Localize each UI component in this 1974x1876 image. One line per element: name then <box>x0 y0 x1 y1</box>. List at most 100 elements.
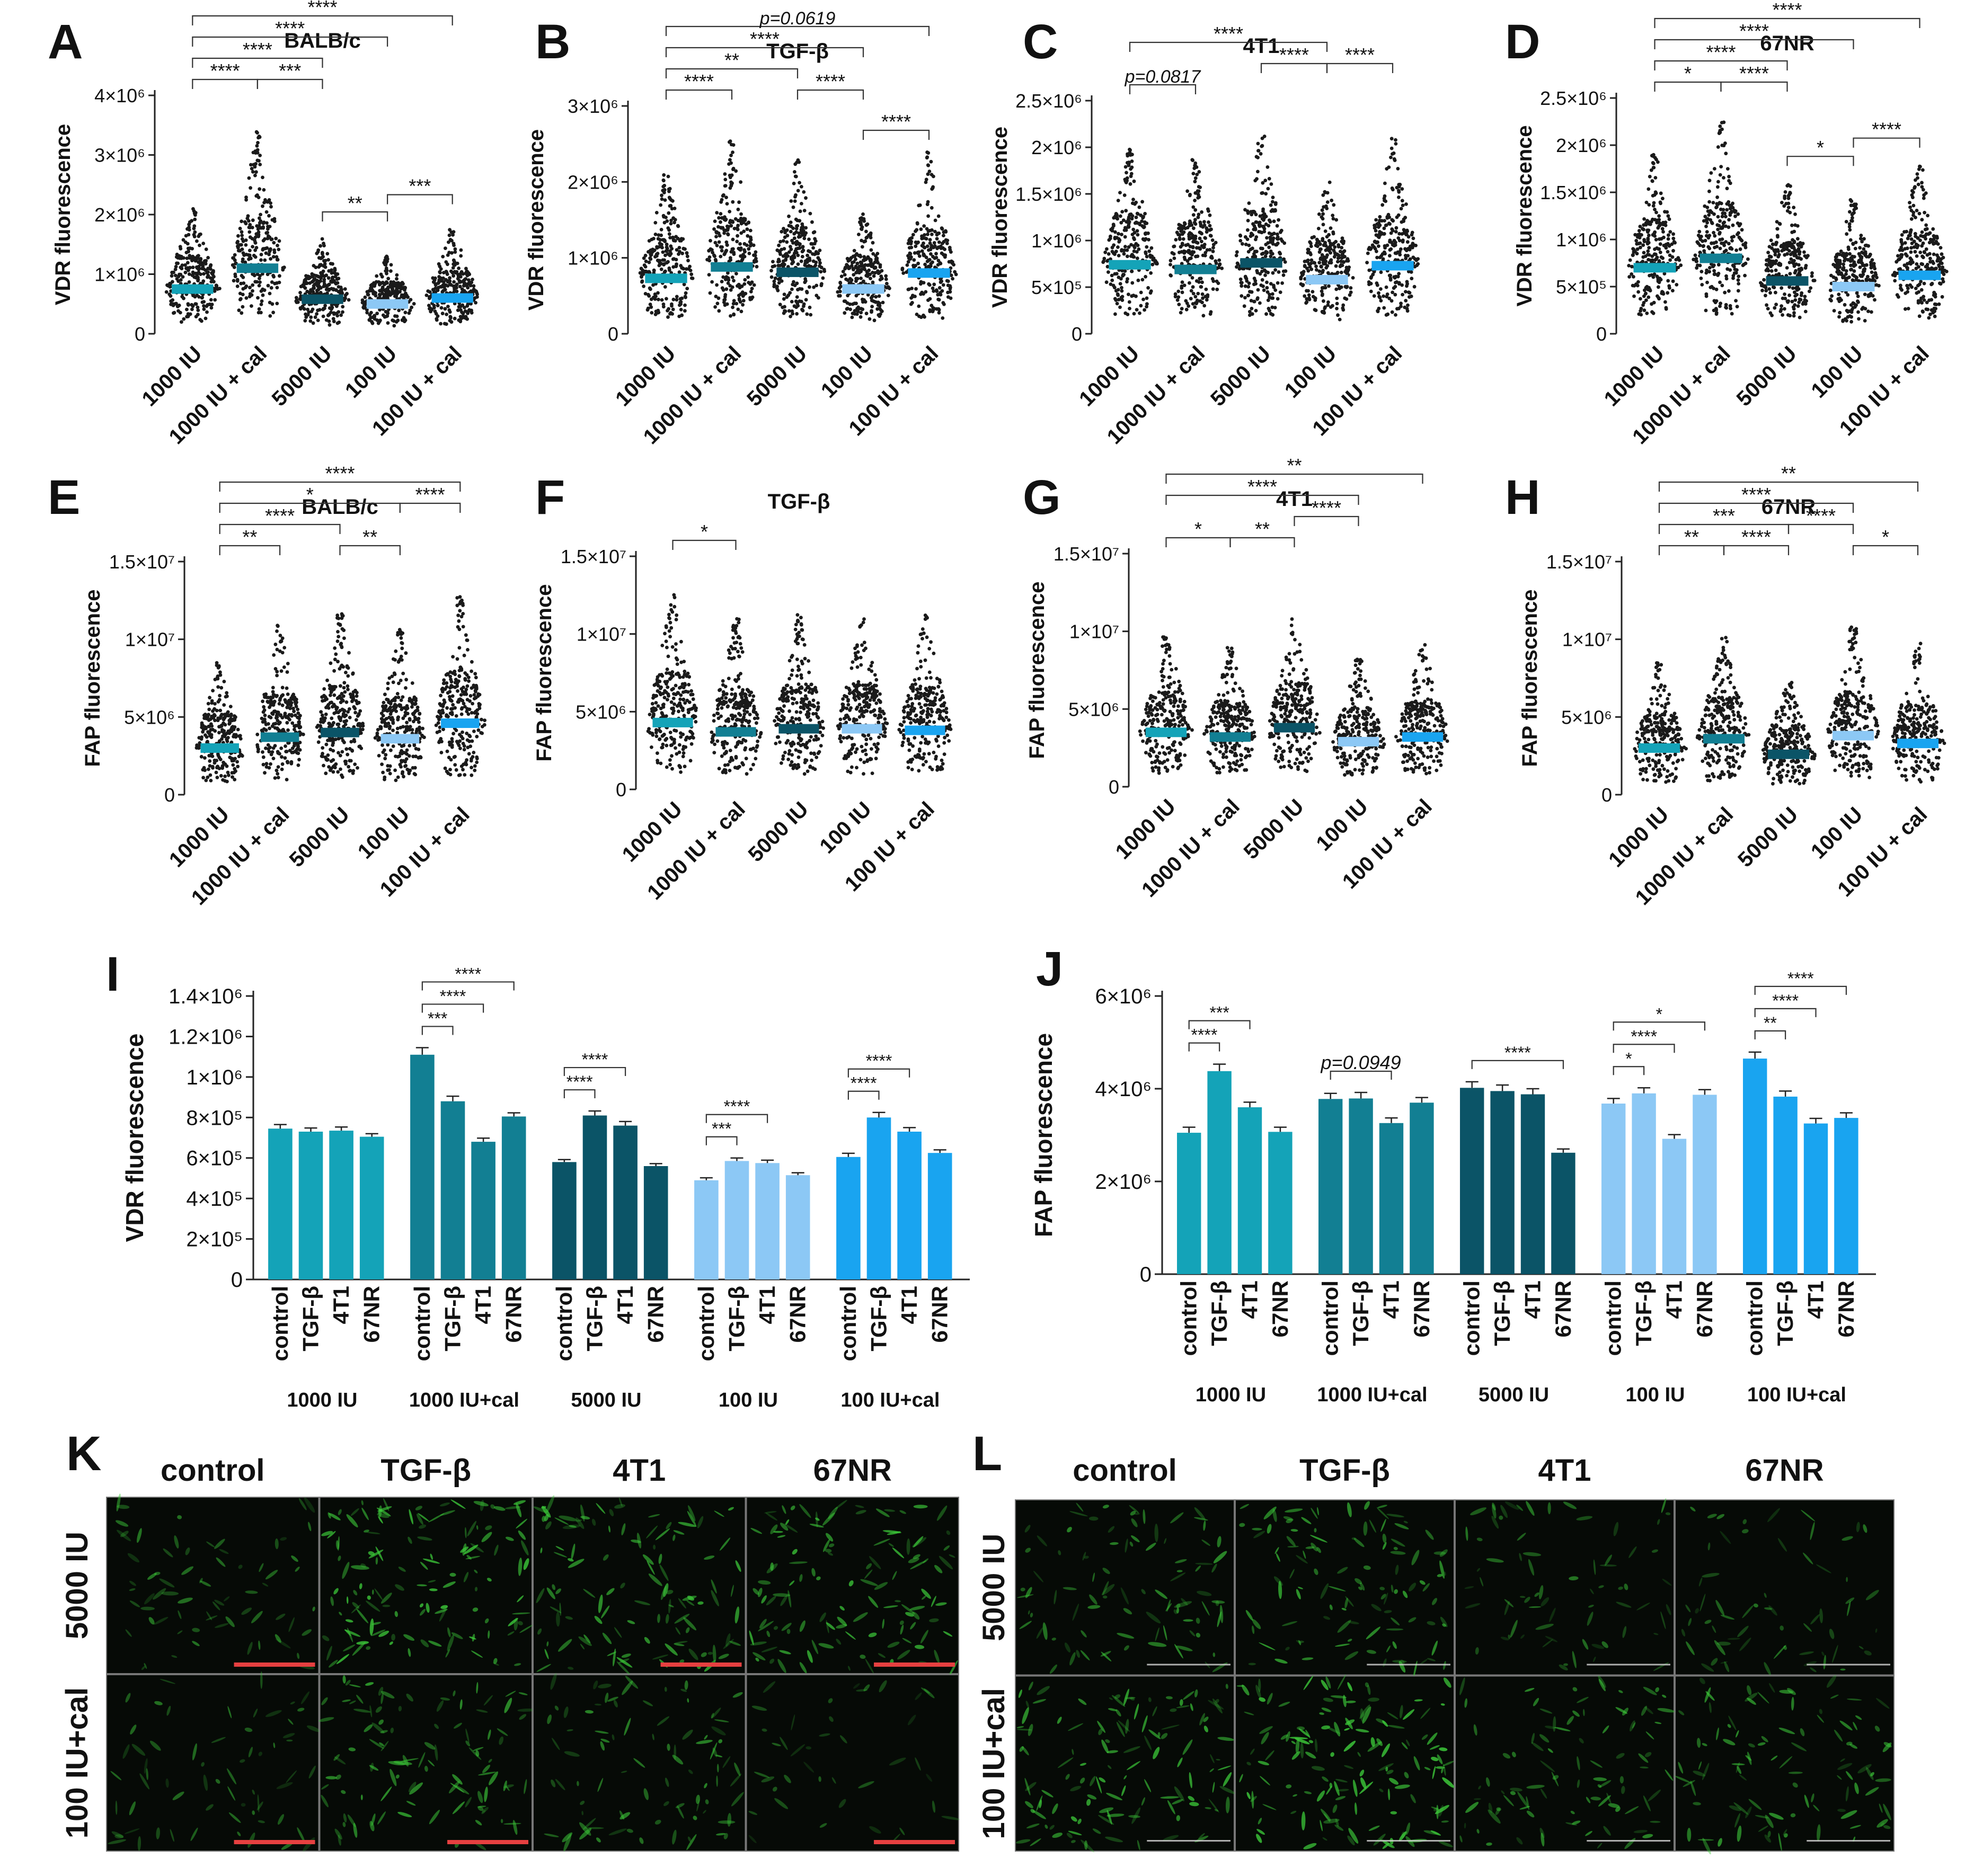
data-dot <box>680 251 684 255</box>
data-dot <box>466 286 470 290</box>
data-dot <box>668 253 672 257</box>
data-dot <box>1260 191 1264 195</box>
data-dot <box>303 318 307 323</box>
data-dot <box>755 264 759 269</box>
data-dot <box>258 135 262 139</box>
data-dot <box>1661 256 1665 260</box>
data-dot <box>657 245 661 249</box>
data-dot <box>1647 187 1651 191</box>
data-dot <box>798 246 802 250</box>
data-dot <box>190 307 194 312</box>
data-dot <box>1847 275 1851 279</box>
data-dot <box>1303 260 1307 263</box>
data-dot <box>1762 278 1766 282</box>
data-dot <box>648 256 652 260</box>
data-dot <box>1317 261 1322 265</box>
data-dot <box>1809 286 1813 290</box>
data-dot <box>193 217 197 221</box>
data-dot <box>1790 245 1794 250</box>
data-dot <box>716 231 721 235</box>
data-dot <box>930 233 934 236</box>
data-dot <box>1677 258 1681 262</box>
data-dot <box>654 309 658 314</box>
data-dot <box>1198 236 1202 241</box>
data-dot <box>1641 243 1645 247</box>
data-dot <box>1345 259 1349 263</box>
data-dot <box>405 294 409 297</box>
data-dot <box>1792 239 1796 243</box>
data-dot <box>275 255 279 259</box>
data-dot <box>464 266 468 271</box>
data-dot <box>918 203 922 207</box>
data-dot <box>795 312 799 316</box>
data-dot <box>1666 250 1670 254</box>
data-dot <box>1131 253 1135 257</box>
data-dot <box>456 308 460 312</box>
data-dot <box>1347 268 1350 272</box>
data-dot <box>1267 176 1271 181</box>
data-dot <box>735 239 739 244</box>
data-dot <box>265 272 270 277</box>
data-dot <box>1180 280 1184 284</box>
data-dot <box>1139 290 1143 295</box>
data-dot <box>1306 258 1310 262</box>
data-dot <box>1381 257 1385 261</box>
data-dot <box>248 286 252 290</box>
data-dot <box>1250 307 1254 310</box>
data-dot <box>1734 299 1738 303</box>
data-dot <box>1668 286 1671 290</box>
data-dot <box>805 312 809 316</box>
data-dot <box>327 288 331 292</box>
panel-label: A <box>48 15 83 69</box>
data-dot <box>442 271 446 274</box>
data-dot <box>255 280 259 284</box>
data-dot <box>1664 243 1668 246</box>
data-dot <box>666 174 670 179</box>
data-dot <box>215 285 219 289</box>
data-dot <box>1724 152 1728 156</box>
data-dot <box>238 243 242 247</box>
data-dot <box>253 238 256 242</box>
data-dot <box>937 231 941 235</box>
data-dot <box>1775 220 1779 224</box>
data-dot <box>1180 243 1184 247</box>
mean-bar-1 <box>645 273 687 283</box>
data-dot <box>1314 264 1318 269</box>
data-dot <box>298 291 302 295</box>
data-dot <box>945 279 949 283</box>
data-dot <box>689 272 694 277</box>
data-dot <box>713 305 717 309</box>
data-dot <box>925 150 929 154</box>
data-dot <box>909 245 914 250</box>
data-dot <box>713 219 717 223</box>
data-dot <box>1116 199 1120 202</box>
data-dot <box>730 173 734 177</box>
data-dot <box>324 318 329 322</box>
data-dot <box>653 292 657 296</box>
data-dot <box>1327 238 1331 243</box>
data-dot <box>674 235 678 239</box>
data-dot <box>1803 295 1807 298</box>
data-dot <box>1387 165 1391 169</box>
data-dot <box>1320 289 1324 293</box>
data-dot <box>401 282 405 286</box>
y-tick-label: 0 <box>1072 323 1082 345</box>
data-dot <box>1737 274 1741 278</box>
data-dot <box>1716 145 1720 149</box>
data-dot <box>1307 293 1311 297</box>
data-dot <box>1198 185 1202 189</box>
data-dot <box>793 199 797 203</box>
data-dot <box>785 240 789 244</box>
data-dot <box>1798 297 1802 301</box>
data-dot <box>747 252 751 255</box>
data-dot <box>749 297 754 301</box>
data-dot <box>916 240 920 244</box>
data-dot <box>666 315 670 319</box>
data-dot <box>1844 220 1848 224</box>
data-dot <box>1143 232 1147 235</box>
data-dot <box>930 304 934 307</box>
data-dot <box>707 248 711 253</box>
data-dot <box>1712 308 1716 313</box>
mean-bar-3 <box>302 294 343 304</box>
data-dot <box>659 203 663 207</box>
